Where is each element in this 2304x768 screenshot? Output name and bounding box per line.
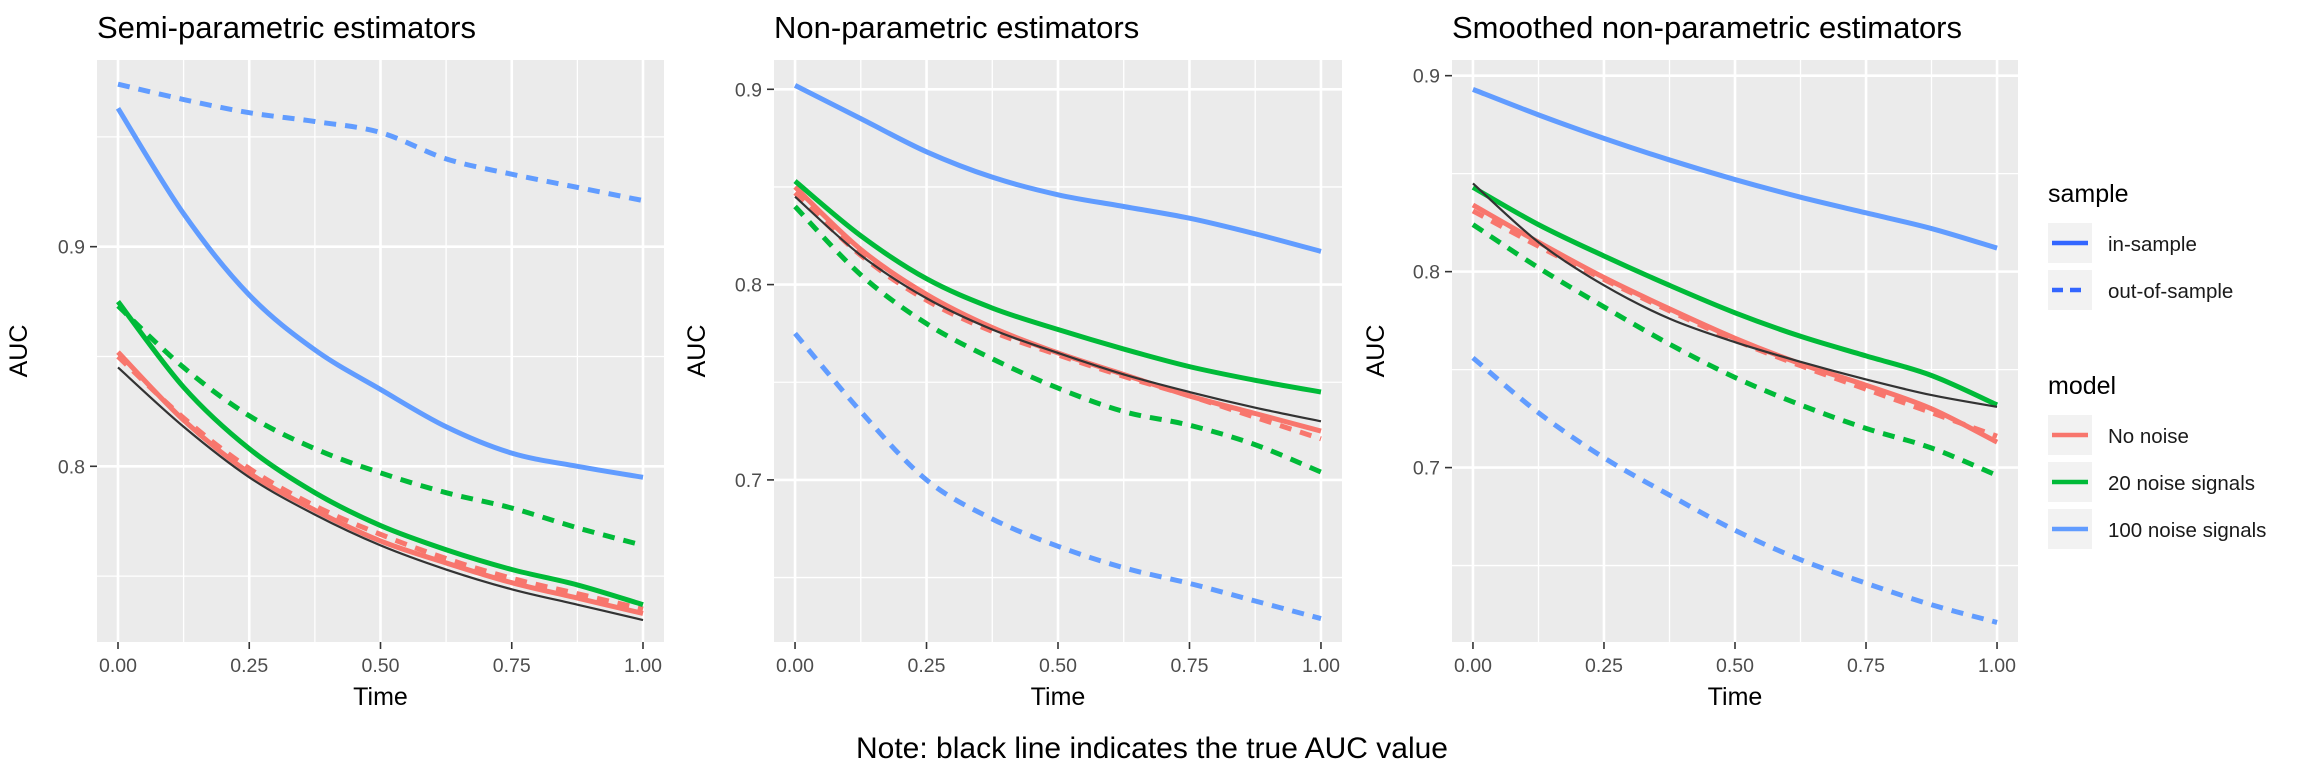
x-tick-label: 1.00 [1978, 655, 2016, 677]
x-tick-label: 1.00 [1302, 655, 1340, 677]
x-tick-label: 1.00 [624, 655, 662, 677]
x-tick-label: 0.25 [230, 655, 268, 677]
caption-note: Note: black line indicates the true AUC … [856, 732, 1448, 765]
legend-label-no-noise: No noise [2108, 425, 2189, 448]
panel-title: Smoothed non-parametric estimators [1452, 10, 1962, 45]
legend-label-in-sample: in-sample [2108, 233, 2197, 256]
panel-1: 0.00 0.25 0.50 0.75 1.00 0.8 0.9 Semi-parametri… [5, 10, 664, 711]
series-line-20-noise-in-sample [116, 300, 644, 608]
true-auc-line [117, 366, 644, 622]
legend-label-out-of-sample: out-of-sample [2108, 280, 2233, 303]
legend-sample-title: sample [2048, 180, 2129, 208]
true-auc-line [794, 195, 1322, 423]
x-axis-label: Time [353, 683, 408, 711]
x-tick-label: 0.00 [776, 655, 814, 677]
x-tick-label: 0.75 [1171, 655, 1209, 677]
series-line-100-noise-in-sample [115, 106, 644, 480]
panel-title: Non-parametric estimators [774, 10, 1139, 45]
series-line-20-noise-in-sample [793, 179, 1322, 395]
x-tick-label: 0.75 [1847, 655, 1885, 677]
series-line-20-noise-out-of-sample [1471, 222, 1999, 478]
y-tick-label: 0.9 [735, 79, 762, 101]
y-tick-label: 0.8 [58, 456, 85, 478]
data-lines [115, 81, 644, 622]
x-tick-label: 0.25 [1585, 655, 1623, 677]
series-line-20-noise-out-of-sample [116, 304, 644, 548]
legend-label-100-noise: 100 noise signals [2108, 519, 2266, 542]
x-tick-label: 0.00 [99, 655, 137, 677]
true-auc-line [1472, 182, 1998, 408]
x-tick-label: 0.50 [362, 655, 400, 677]
y-axis-label: AUC [5, 325, 33, 378]
y-tick-label: 0.9 [1413, 66, 1440, 88]
y-tick-label: 0.9 [58, 237, 85, 259]
y-axis-label: AUC [1362, 325, 1390, 378]
y-tick-label: 0.8 [735, 275, 762, 297]
panel-2: 0.00 0.25 0.50 0.75 1.00 0.7 0.8 0.9 Non-paramet… [683, 10, 1342, 711]
legend: sample in-sample out-of-sample model No … [2040, 170, 2304, 549]
x-tick-label: 0.50 [1039, 655, 1077, 677]
x-tick-label: 0.50 [1716, 655, 1754, 677]
x-axis-label: Time [1031, 683, 1086, 711]
legend-label-20-noise: 20 noise signals [2108, 472, 2255, 495]
y-tick-label: 0.7 [1413, 458, 1440, 480]
x-tick-label: 0.00 [1454, 655, 1492, 677]
facet-panels: 0.00 0.25 0.50 0.75 1.00 0.8 0.9 Semi-parametri… [5, 10, 2018, 711]
legend-model-title: model [2048, 372, 2116, 400]
series-line-20-noise-out-of-sample [793, 204, 1322, 475]
y-tick-label: 0.7 [735, 470, 762, 492]
panel-title: Semi-parametric estimators [97, 10, 476, 45]
series-line-100-noise-out-of-sample [793, 331, 1322, 621]
x-tick-label: 0.75 [493, 655, 531, 677]
series-line-no-noise-in-sample [1471, 202, 1999, 445]
data-lines [793, 83, 1322, 621]
series-line-20-noise-in-sample [1471, 185, 1999, 408]
series-line-no-noise-out-of-sample [116, 354, 644, 612]
x-axis-label: Time [1708, 683, 1763, 711]
y-tick-label: 0.8 [1413, 262, 1440, 284]
data-lines [1471, 87, 1999, 625]
series-line-100-noise-in-sample [1472, 87, 1998, 251]
y-axis-label: AUC [683, 325, 711, 378]
panel-3: 0.00 0.25 0.50 0.75 1.00 0.7 0.8 0.9 Smoothed no… [1362, 10, 2018, 711]
series-line-100-noise-out-of-sample [117, 81, 644, 204]
x-tick-label: 0.25 [908, 655, 946, 677]
series-line-100-noise-in-sample [793, 83, 1322, 254]
